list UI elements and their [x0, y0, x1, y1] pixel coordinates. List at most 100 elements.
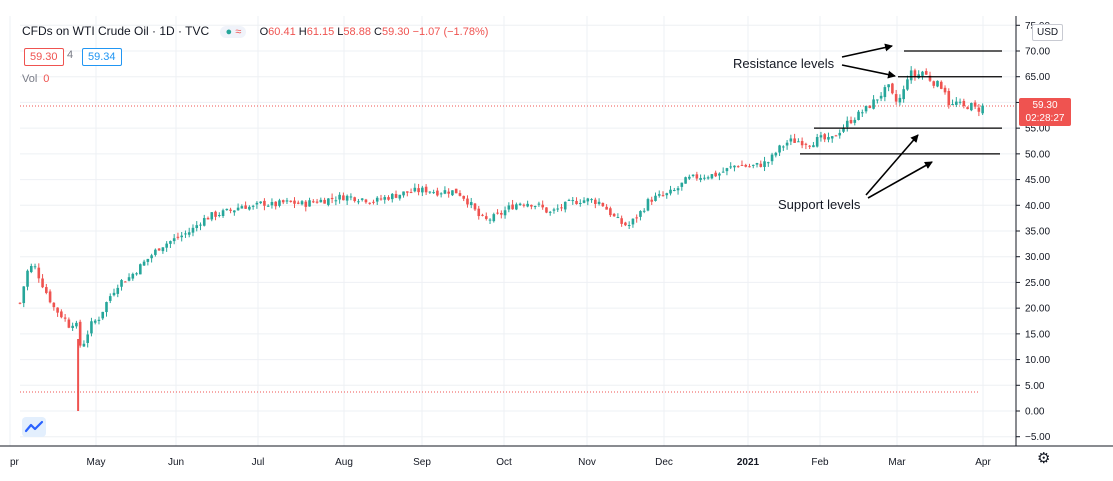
candle-body: [157, 248, 161, 251]
candle-body: [270, 202, 274, 206]
chart-grid: [9, 16, 1016, 446]
symbol-title[interactable]: CFDs on WTI Crude Oil · 1D · TVC: [22, 24, 210, 38]
last-price-label: 59.30 02:28:27: [1019, 98, 1071, 126]
x-tick-label: Aug: [335, 457, 353, 468]
x-tick-label: pr: [10, 457, 20, 468]
candle-body: [394, 194, 398, 198]
candle-body: [60, 311, 63, 318]
currency-button[interactable]: USD: [1032, 24, 1064, 41]
change-value: −1.07 (−1.78%): [412, 26, 489, 38]
candle-body: [266, 205, 270, 207]
candle-body: [639, 211, 642, 217]
candle-body: [868, 105, 872, 108]
candle-body: [688, 176, 691, 179]
candle-body: [500, 212, 503, 215]
candle-body: [259, 201, 262, 204]
candle-body: [906, 79, 909, 90]
candle-body: [93, 320, 97, 323]
candle-body: [37, 267, 41, 279]
x-tick-label: Feb: [811, 457, 829, 468]
candle-body: [417, 188, 420, 193]
candle-body: [545, 207, 548, 213]
candle-body: [398, 194, 402, 199]
candle-body: [883, 87, 887, 98]
candle-body: [338, 194, 341, 200]
candle-body: [601, 202, 605, 207]
candle-body: [296, 202, 300, 204]
bar-countdown: 02:28:27: [1025, 113, 1065, 124]
gear-icon[interactable]: ⚙: [1037, 450, 1051, 467]
candle-body: [827, 137, 830, 140]
candle-body: [627, 225, 631, 227]
candle-body: [330, 197, 334, 200]
y-tick-label: 0.00: [1025, 407, 1045, 418]
candle-body: [552, 209, 556, 211]
x-tick-label: Nov: [578, 457, 596, 468]
candle-body: [548, 211, 552, 213]
candle-body: [481, 214, 484, 216]
candle-body: [225, 208, 229, 211]
support-resistance-lines: [800, 50, 1002, 155]
candle-body: [789, 138, 793, 142]
candle-body: [646, 199, 650, 211]
candle-body: [105, 302, 108, 313]
candle-body: [364, 199, 368, 203]
candle-body: [101, 311, 105, 319]
bid-price-button[interactable]: 59.30: [24, 48, 64, 66]
candle-body: [466, 198, 469, 205]
candle-body: [484, 216, 488, 219]
candle-body: [624, 222, 627, 226]
candle-body: [793, 138, 796, 143]
y-tick-label: 70.00: [1025, 47, 1050, 58]
candle-body: [300, 201, 304, 205]
candle-body: [161, 247, 165, 252]
candle-body: [368, 202, 372, 204]
x-tick-label: Mar: [888, 457, 906, 468]
candle-body: [631, 218, 635, 225]
candle-body: [763, 161, 766, 167]
candle-body: [112, 292, 116, 296]
candle-body: [526, 203, 529, 207]
candle-body: [973, 102, 977, 107]
candle-body: [578, 202, 582, 204]
candle-body: [428, 191, 432, 193]
candle-body: [842, 127, 845, 132]
candle-body: [939, 81, 943, 89]
candle-body: [443, 190, 447, 194]
candle-body: [541, 204, 544, 208]
candle-body: [281, 200, 285, 203]
indicator-toggle[interactable]: ● ≈: [220, 26, 247, 38]
candle-body: [725, 168, 729, 172]
candle-body: [755, 162, 759, 165]
candle-body: [319, 199, 323, 203]
tradingview-logo-icon[interactable]: [22, 417, 46, 437]
ask-price-button[interactable]: 59.34: [82, 48, 122, 66]
candle-body: [342, 195, 345, 201]
candle-body: [48, 291, 52, 303]
candle-body: [962, 100, 966, 107]
last-price-value: 59.30: [1032, 100, 1058, 111]
volume-label: Vol: [22, 73, 38, 85]
candle-body: [45, 287, 48, 293]
candle-body: [966, 107, 969, 110]
close-label: C: [374, 26, 382, 38]
volume-legend[interactable]: Vol 0: [22, 73, 49, 85]
candle-body: [82, 343, 86, 347]
candle-body: [530, 204, 533, 207]
candle-body: [56, 307, 59, 313]
candle-body: [379, 198, 383, 200]
candle-body: [560, 207, 563, 209]
candle-body: [206, 217, 210, 220]
candle-body: [172, 238, 176, 242]
x-tick-label: 2021: [737, 457, 760, 468]
candle-body: [936, 80, 939, 87]
candle-body: [131, 273, 135, 279]
annotation-arrows: [841, 43, 933, 199]
candle-body: [590, 199, 593, 201]
support-arrow-upper: [865, 134, 919, 196]
candle-body: [812, 145, 815, 148]
candle-body: [721, 171, 725, 173]
candle-body: [808, 145, 811, 147]
candle-body: [958, 101, 962, 103]
